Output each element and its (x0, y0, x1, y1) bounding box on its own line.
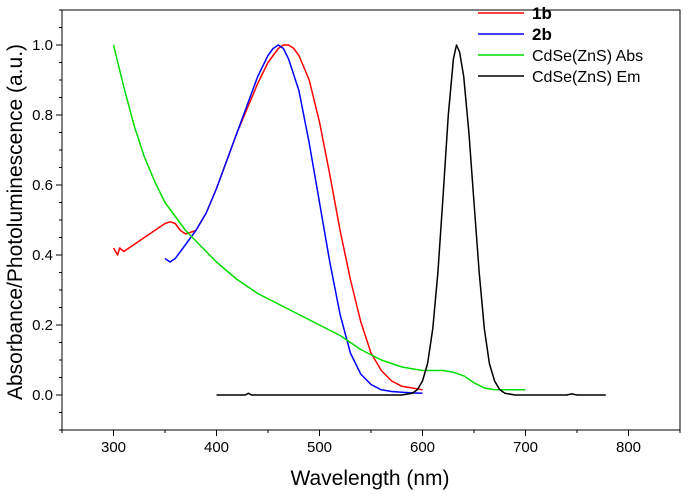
series-line-2b (164, 44, 423, 395)
y-tick-label: 0.6 (32, 177, 53, 194)
series-line-cdse-zns-em (216, 44, 606, 396)
x-tick-label: 500 (307, 439, 332, 456)
series-layer (112, 44, 606, 396)
y-axis: 0.0 0.2 0.4 0.6 0.8 1.0 (32, 9, 62, 431)
legend: 1b 2b CdSe(ZnS) Abs CdSe(ZnS) Em (478, 4, 643, 86)
x-tick-label: 700 (513, 439, 538, 456)
y-tick-label: 0.0 (32, 387, 53, 404)
series-line-1b (112, 44, 423, 391)
y-tick-label: 0.8 (32, 107, 53, 124)
x-tick-label: 400 (204, 439, 229, 456)
x-axis-title: Wavelength (nm) (290, 467, 449, 490)
x-tick-label: 600 (410, 439, 435, 456)
x-axis: 300 400 500 600 700 800 (61, 430, 681, 456)
legend-label-cdse-zns-abs: CdSe(ZnS) Abs (532, 48, 643, 65)
series-line-cdse-zns-abs (112, 44, 526, 391)
x-tick-label: 800 (616, 439, 641, 456)
y-tick-label: 0.4 (32, 247, 53, 264)
legend-label-2b: 2b (532, 25, 552, 44)
legend-label-cdse-zns-em: CdSe(ZnS) Em (532, 69, 640, 86)
y-tick-label: 1.0 (32, 37, 53, 54)
y-tick-label: 0.2 (32, 317, 53, 334)
legend-label-1b: 1b (532, 4, 552, 23)
y-axis-title: Absorbance/Photoluminescence (a.u.) (4, 44, 27, 400)
x-tick-label: 300 (101, 439, 126, 456)
